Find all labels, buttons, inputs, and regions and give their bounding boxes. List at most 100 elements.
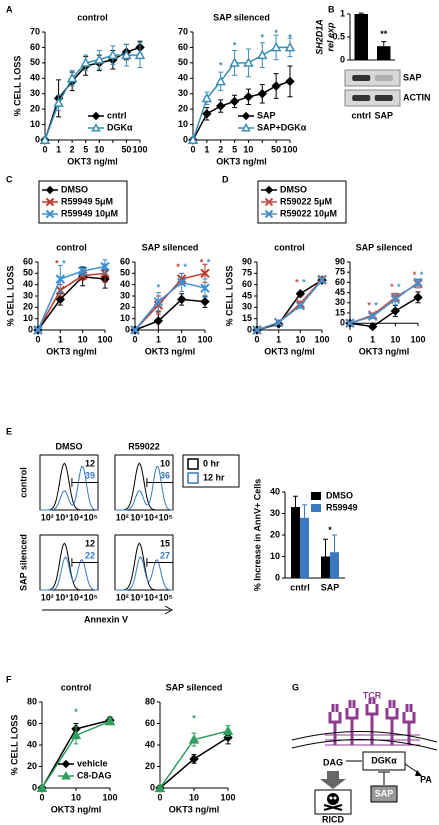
dag-label: DAG [323, 757, 343, 767]
x-tick-label: 0 [35, 334, 40, 344]
marker [153, 316, 164, 326]
blot-strip [344, 89, 401, 107]
x-axis-label: OKT3 ng/ml [67, 156, 118, 166]
marker [295, 301, 306, 311]
legend-label: 0 hr [203, 458, 220, 468]
histogram [40, 465, 99, 511]
error-bar [332, 534, 337, 553]
annotation: ** [380, 29, 388, 39]
marker [223, 732, 233, 743]
y-tick-label: 30 [30, 88, 40, 98]
gate-value: 12 [85, 458, 95, 468]
chart-title: SAP silenced [166, 682, 223, 692]
x-tick-label: 10 [71, 792, 81, 802]
y-tick-label: 60 [178, 42, 188, 52]
marker [264, 209, 274, 219]
blot-band [374, 75, 393, 81]
x-tick-label: 10 [177, 334, 187, 344]
y-tick-label: 30 [178, 88, 188, 98]
y-tick-label: 1 [340, 8, 345, 18]
y-tick-label: 50 [178, 57, 188, 67]
x-tick-label: 50 [121, 144, 131, 154]
annotation: * [200, 258, 204, 268]
legend-label: C8-DAG [77, 770, 112, 780]
gate-value: 36 [160, 470, 170, 480]
gate [71, 558, 98, 567]
annotation: * [367, 301, 371, 311]
y-axis-label: % CELL LOSS [224, 266, 234, 327]
marker [271, 81, 281, 91]
y-tick-label: 75 [242, 268, 252, 278]
x-tick-label: 10² [116, 592, 129, 602]
y-tick-label: 50 [30, 57, 40, 67]
x-tick-label: 10 [295, 334, 305, 344]
x-tick-label: 10² [41, 512, 54, 522]
error-bar [293, 495, 298, 508]
y-tick-label: 0 [340, 54, 345, 64]
panel-letter: C [6, 174, 13, 184]
marker [100, 261, 110, 272]
x-tick-label: 100 [314, 334, 329, 344]
annotation: * [233, 40, 237, 50]
skull-icon [327, 793, 339, 805]
blot-label: ACTIN [403, 92, 431, 102]
legend-label: R59949 5μM [61, 196, 113, 206]
marker [367, 311, 378, 322]
marker [36, 782, 48, 792]
panel-letter: G [292, 682, 299, 692]
chart-title: control [274, 242, 305, 252]
marker [284, 41, 296, 52]
y-tick-label: 20 [30, 104, 40, 114]
y-tick-label: 90 [335, 256, 345, 266]
x-tick-label: 0 [42, 144, 47, 154]
legend-swatch [311, 504, 321, 512]
annotation: * [261, 33, 265, 43]
y-tick-label: 60 [120, 256, 130, 266]
y-axis-label: % CELL LOSS [12, 56, 22, 117]
x-tick-label: 2 [218, 144, 223, 154]
marker [252, 325, 262, 335]
arrowhead [415, 770, 422, 776]
y-tick-label: 20 [120, 302, 130, 312]
y-tick-label: 40 [178, 73, 188, 83]
blot-band [374, 95, 393, 101]
x-tick-label: 0 [39, 792, 44, 802]
x-tick-label: 1 [276, 334, 281, 344]
marker [264, 197, 274, 207]
y-tick-label: 60 [335, 277, 345, 287]
marker [80, 57, 91, 67]
x-tick-label: 100 [197, 334, 212, 344]
series-line [134, 281, 206, 331]
histogram [115, 556, 174, 591]
series-line [256, 279, 323, 331]
y-tick-label: 0 [32, 782, 37, 792]
x-tick-label: 100 [97, 334, 112, 344]
skull-bones [323, 804, 343, 811]
x-axis-label: OKT3 ng/ml [169, 804, 220, 814]
marker [77, 266, 88, 276]
x-tick-label: SAP [374, 110, 393, 120]
x-tick-label: 0 [254, 334, 259, 344]
diagram: G TCR DAG DGKα PA SAP RICD [291, 682, 438, 824]
panel-letter: A [6, 4, 13, 14]
annotation: * [420, 270, 424, 280]
axis-arrow [42, 605, 174, 615]
x-tick-label: 10⁵ [159, 592, 173, 602]
marker [202, 109, 212, 119]
marker [130, 325, 140, 335]
gate-value: 27 [160, 550, 170, 560]
x-tick-label: 10⁵ [84, 512, 98, 522]
annotation: * [390, 282, 394, 292]
x-tick-label: 10⁴ [69, 512, 83, 522]
legend-label: SAP [257, 110, 276, 120]
error-bar [323, 538, 328, 557]
membrane [291, 730, 438, 743]
chart-title: SAP silenced [356, 242, 413, 252]
x-tick-label: 1 [58, 334, 63, 344]
y-tick-label: 60 [27, 718, 37, 728]
series-line [37, 275, 106, 331]
x-tick-label: 1 [204, 144, 209, 154]
marker [33, 325, 43, 335]
y-tick-label: 40 [270, 486, 280, 496]
